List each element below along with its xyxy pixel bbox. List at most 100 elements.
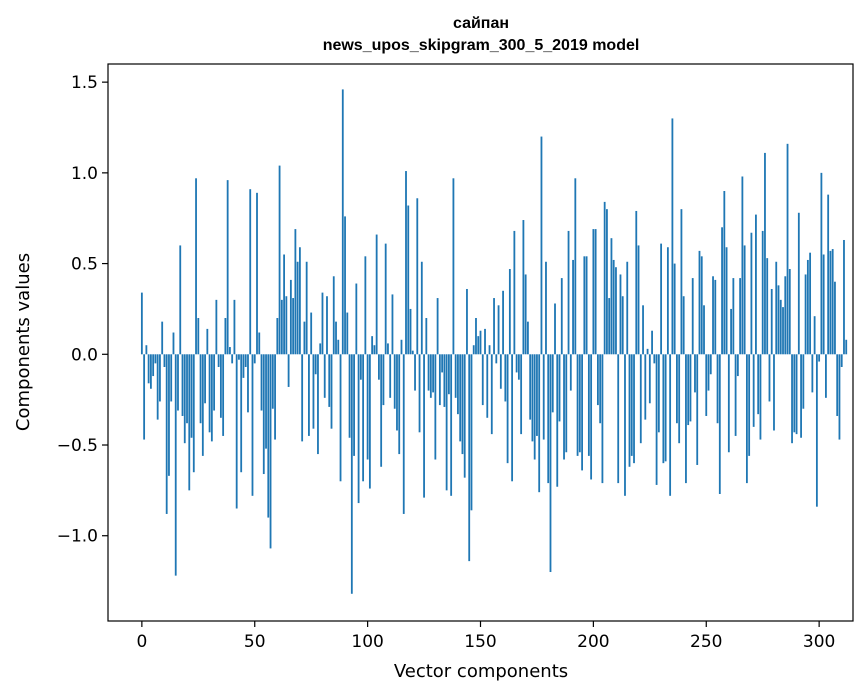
bar — [827, 194, 830, 355]
bar — [450, 354, 453, 496]
bar — [549, 354, 552, 573]
bar — [447, 354, 450, 395]
bar — [423, 354, 425, 498]
bar — [797, 212, 800, 355]
bar — [463, 354, 466, 478]
bar — [499, 354, 502, 389]
bar — [664, 354, 667, 462]
bar — [366, 354, 369, 460]
bar — [490, 354, 493, 435]
bar — [459, 354, 462, 442]
x-tick-label: 100 — [351, 632, 383, 652]
bar — [314, 354, 317, 375]
bar — [750, 232, 753, 355]
bar — [628, 354, 631, 467]
bar — [222, 354, 225, 436]
bar — [289, 279, 292, 355]
bar — [235, 354, 238, 509]
bar — [809, 252, 812, 355]
bar — [716, 354, 719, 424]
bar — [689, 354, 692, 422]
bar — [795, 354, 798, 435]
bar — [845, 339, 848, 355]
bar — [341, 89, 344, 355]
bar — [788, 269, 791, 355]
bar — [551, 354, 554, 413]
bar — [475, 318, 477, 355]
bar — [484, 328, 486, 355]
bar — [585, 256, 588, 355]
bar — [653, 354, 656, 364]
bar — [181, 354, 184, 416]
bar — [168, 354, 170, 476]
bar — [802, 354, 805, 409]
bar — [680, 209, 683, 355]
bar — [217, 354, 220, 367]
bar — [186, 354, 188, 424]
chart-title-line1: сайпан — [453, 15, 509, 32]
bar — [409, 308, 412, 355]
bar — [348, 354, 351, 438]
bar — [527, 321, 529, 355]
bar — [429, 354, 432, 398]
bar — [822, 254, 825, 355]
bar — [515, 354, 518, 373]
bar — [393, 354, 396, 409]
bar — [666, 247, 669, 355]
bar — [520, 354, 523, 435]
bar — [368, 354, 371, 489]
bar — [310, 312, 313, 355]
bar — [213, 354, 216, 411]
bar — [296, 261, 299, 355]
bar — [818, 354, 821, 362]
y-tick-label: 0.5 — [71, 255, 98, 275]
bar — [323, 354, 326, 398]
bar — [389, 354, 392, 398]
bar — [441, 354, 444, 373]
bar — [190, 354, 193, 438]
bar — [558, 354, 561, 422]
y-axis-ticks: −1.0 −0.5 0.0 0.5 1.0 1.5 — [57, 73, 108, 547]
bar — [402, 354, 405, 514]
bar — [470, 354, 473, 511]
x-tick-label: 250 — [690, 632, 722, 652]
bar — [177, 354, 179, 411]
bar — [748, 354, 751, 456]
bar — [662, 354, 665, 464]
bar — [590, 354, 593, 480]
bar — [269, 354, 272, 549]
bar — [741, 176, 744, 355]
bar — [696, 354, 699, 465]
y-tick-label: 1.5 — [71, 73, 98, 93]
bar — [414, 354, 416, 391]
bar — [375, 234, 378, 355]
bar — [256, 192, 258, 355]
bar — [556, 354, 559, 487]
bar — [317, 354, 319, 455]
bar — [362, 354, 365, 482]
bar — [332, 276, 335, 355]
bar — [743, 245, 746, 355]
bar — [219, 354, 222, 418]
bar — [637, 245, 640, 355]
bar — [671, 118, 674, 355]
bar — [700, 256, 703, 355]
bar — [660, 243, 663, 355]
bar — [378, 354, 380, 380]
bar — [829, 250, 832, 355]
x-axis-ticks: 0 50 100 150 200 250 300 — [136, 621, 835, 652]
bar — [524, 274, 527, 355]
bar — [461, 354, 464, 455]
bar — [328, 354, 331, 407]
bar — [156, 354, 159, 420]
bar — [159, 354, 161, 402]
bar — [152, 354, 155, 377]
bar — [599, 354, 602, 424]
bar — [497, 305, 500, 355]
bar — [786, 143, 789, 355]
bar — [253, 354, 256, 364]
bar — [312, 354, 315, 429]
bar — [294, 229, 297, 355]
bar — [725, 247, 728, 355]
